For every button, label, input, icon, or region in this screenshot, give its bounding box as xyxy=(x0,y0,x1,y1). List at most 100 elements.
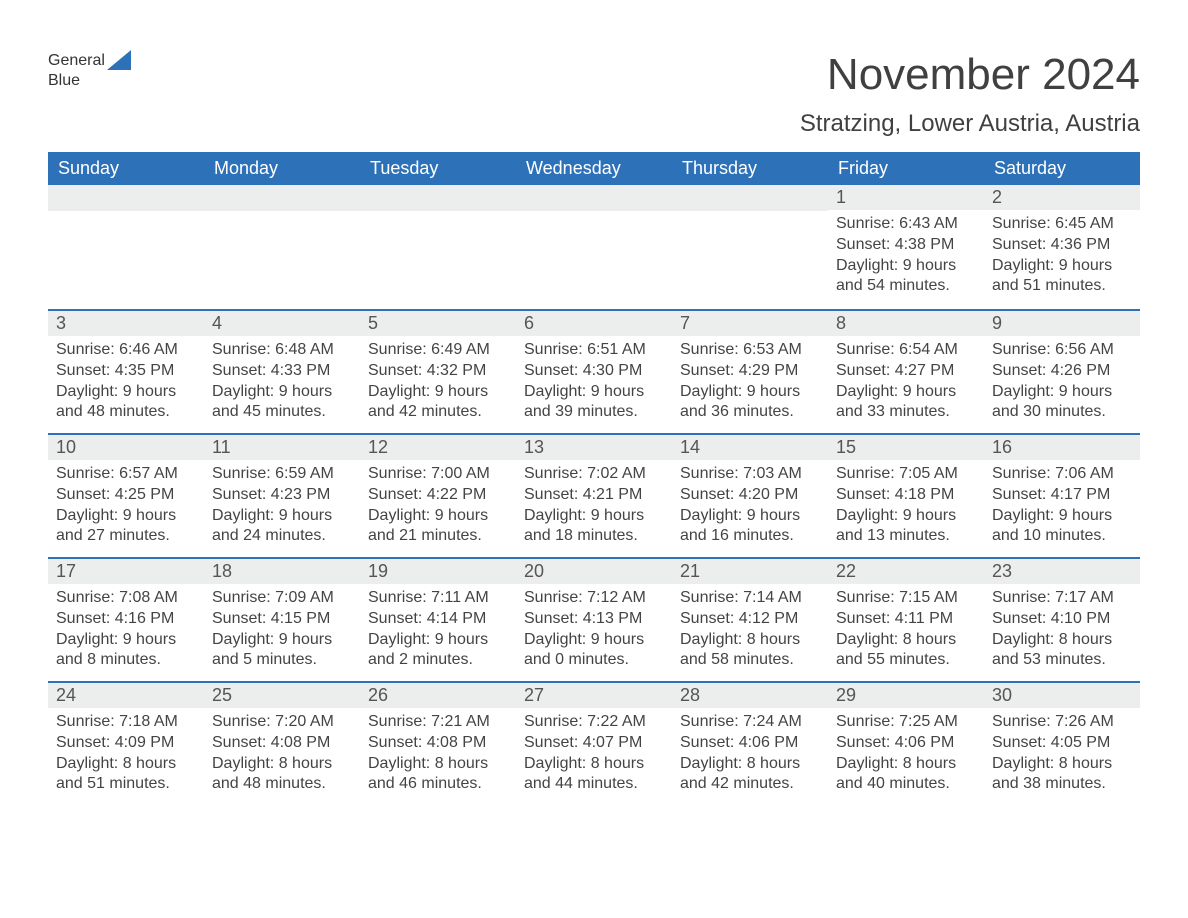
day-number: 4 xyxy=(204,309,360,336)
day-details: Sunrise: 7:24 AMSunset: 4:06 PMDaylight:… xyxy=(672,712,828,795)
day-detail-line: Daylight: 9 hours xyxy=(836,382,976,403)
day-cell: 28 Sunrise: 7:24 AMSunset: 4:06 PMDayligh… xyxy=(672,681,828,805)
day-detail-line: and 42 minutes. xyxy=(680,774,820,795)
day-detail-line: Sunrise: 7:25 AM xyxy=(836,712,976,733)
day-details: Sunrise: 7:21 AMSunset: 4:08 PMDaylight:… xyxy=(360,712,516,795)
day-detail-line: and 55 minutes. xyxy=(836,650,976,671)
day-detail-line: Sunrise: 7:02 AM xyxy=(524,464,664,485)
day-detail-line: Sunset: 4:32 PM xyxy=(368,361,508,382)
day-details: Sunrise: 7:05 AMSunset: 4:18 PMDaylight:… xyxy=(828,464,984,547)
day-cell: 3Sunrise: 6:46 AMSunset: 4:35 PMDaylight… xyxy=(48,309,204,433)
day-cell: 7Sunrise: 6:53 AMSunset: 4:29 PMDaylight… xyxy=(672,309,828,433)
day-cell xyxy=(204,185,360,309)
weekday-header: Wednesday xyxy=(516,152,672,185)
day-cell: 15 Sunrise: 7:05 AMSunset: 4:18 PMDayligh… xyxy=(828,433,984,557)
day-detail-line: Daylight: 9 hours xyxy=(212,506,352,527)
day-number: 12 xyxy=(360,433,516,460)
day-number: 15 xyxy=(828,433,984,460)
weekday-header: Friday xyxy=(828,152,984,185)
week-row: 10 Sunrise: 6:57 AMSunset: 4:25 PMDayligh… xyxy=(48,433,1140,557)
empty-day-bar xyxy=(516,185,672,211)
day-number: 10 xyxy=(48,433,204,460)
day-detail-line: Sunset: 4:14 PM xyxy=(368,609,508,630)
day-detail-line: Daylight: 9 hours xyxy=(836,506,976,527)
day-detail-line: Sunset: 4:23 PM xyxy=(212,485,352,506)
day-number: 11 xyxy=(204,433,360,460)
day-cell xyxy=(516,185,672,309)
day-details: Sunrise: 7:03 AMSunset: 4:20 PMDaylight:… xyxy=(672,464,828,547)
day-cell: 18Sunrise: 7:09 AMSunset: 4:15 PMDayligh… xyxy=(204,557,360,681)
day-details: Sunrise: 6:57 AMSunset: 4:25 PMDaylight:… xyxy=(48,464,204,547)
day-detail-line: Daylight: 9 hours xyxy=(992,256,1132,277)
day-cell: 25Sunrise: 7:20 AMSunset: 4:08 PMDayligh… xyxy=(204,681,360,805)
day-cell: 13Sunrise: 7:02 AMSunset: 4:21 PMDayligh… xyxy=(516,433,672,557)
day-details: Sunrise: 7:26 AMSunset: 4:05 PMDaylight:… xyxy=(984,712,1140,795)
day-detail-line: and 2 minutes. xyxy=(368,650,508,671)
day-detail-line: Sunrise: 7:21 AM xyxy=(368,712,508,733)
day-detail-line: Sunset: 4:16 PM xyxy=(56,609,196,630)
day-number: 17 xyxy=(48,557,204,584)
day-detail-line: Sunset: 4:29 PM xyxy=(680,361,820,382)
day-detail-line: Sunrise: 7:03 AM xyxy=(680,464,820,485)
day-detail-line: Sunrise: 7:08 AM xyxy=(56,588,196,609)
day-detail-line: Sunset: 4:18 PM xyxy=(836,485,976,506)
day-detail-line: Daylight: 8 hours xyxy=(992,630,1132,651)
day-details: Sunrise: 7:00 AMSunset: 4:22 PMDaylight:… xyxy=(360,464,516,547)
day-detail-line: Sunrise: 7:14 AM xyxy=(680,588,820,609)
day-cell: 10 Sunrise: 6:57 AMSunset: 4:25 PMDayligh… xyxy=(48,433,204,557)
empty-day-bar xyxy=(48,185,204,211)
weekday-header: Thursday xyxy=(672,152,828,185)
day-number: 26 xyxy=(360,681,516,708)
day-number: 28 xyxy=(672,681,828,708)
week-row: 1Sunrise: 6:43 AMSunset: 4:38 PMDaylight… xyxy=(48,185,1140,309)
day-detail-line: Sunset: 4:17 PM xyxy=(992,485,1132,506)
day-number: 8 xyxy=(828,309,984,336)
day-detail-line: Sunrise: 7:11 AM xyxy=(368,588,508,609)
day-detail-line: Sunrise: 7:12 AM xyxy=(524,588,664,609)
day-details: Sunrise: 7:20 AMSunset: 4:08 PMDaylight:… xyxy=(204,712,360,795)
day-details: Sunrise: 6:49 AMSunset: 4:32 PMDaylight:… xyxy=(360,340,516,423)
day-cell: 30Sunrise: 7:26 AMSunset: 4:05 PMDayligh… xyxy=(984,681,1140,805)
day-number: 19 xyxy=(360,557,516,584)
day-cell: 6Sunrise: 6:51 AMSunset: 4:30 PMDaylight… xyxy=(516,309,672,433)
week-row: 24Sunrise: 7:18 AMSunset: 4:09 PMDayligh… xyxy=(48,681,1140,805)
day-detail-line: Daylight: 8 hours xyxy=(56,754,196,775)
day-cell: 2Sunrise: 6:45 AMSunset: 4:36 PMDaylight… xyxy=(984,185,1140,309)
day-detail-line: and 39 minutes. xyxy=(524,402,664,423)
day-number: 24 xyxy=(48,681,204,708)
day-detail-line: Daylight: 9 hours xyxy=(212,382,352,403)
day-detail-line: Sunrise: 6:53 AM xyxy=(680,340,820,361)
day-detail-line: and 0 minutes. xyxy=(524,650,664,671)
day-cell: 29Sunrise: 7:25 AMSunset: 4:06 PMDayligh… xyxy=(828,681,984,805)
day-details: Sunrise: 7:15 AMSunset: 4:11 PMDaylight:… xyxy=(828,588,984,671)
day-detail-line: and 30 minutes. xyxy=(992,402,1132,423)
day-cell: 1Sunrise: 6:43 AMSunset: 4:38 PMDaylight… xyxy=(828,185,984,309)
day-detail-line: Sunset: 4:08 PM xyxy=(368,733,508,754)
weeks-container: 1Sunrise: 6:43 AMSunset: 4:38 PMDaylight… xyxy=(48,185,1140,805)
day-detail-line: Sunrise: 7:06 AM xyxy=(992,464,1132,485)
day-detail-line: Daylight: 9 hours xyxy=(56,506,196,527)
empty-day-bar xyxy=(204,185,360,211)
day-detail-line: Sunrise: 6:43 AM xyxy=(836,214,976,235)
day-cell: 21Sunrise: 7:14 AMSunset: 4:12 PMDayligh… xyxy=(672,557,828,681)
day-number: 29 xyxy=(828,681,984,708)
day-cell: 5Sunrise: 6:49 AMSunset: 4:32 PMDaylight… xyxy=(360,309,516,433)
day-detail-line: and 48 minutes. xyxy=(212,774,352,795)
day-number: 1 xyxy=(828,185,984,210)
day-detail-line: Daylight: 9 hours xyxy=(680,382,820,403)
week-row: 3Sunrise: 6:46 AMSunset: 4:35 PMDaylight… xyxy=(48,309,1140,433)
day-detail-line: Daylight: 8 hours xyxy=(992,754,1132,775)
day-detail-line: and 5 minutes. xyxy=(212,650,352,671)
day-details: Sunrise: 6:59 AMSunset: 4:23 PMDaylight:… xyxy=(204,464,360,547)
day-details: Sunrise: 7:11 AMSunset: 4:14 PMDaylight:… xyxy=(360,588,516,671)
day-number: 16 xyxy=(984,433,1140,460)
day-number: 23 xyxy=(984,557,1140,584)
day-detail-line: Sunset: 4:35 PM xyxy=(56,361,196,382)
day-detail-line: Daylight: 9 hours xyxy=(524,630,664,651)
day-detail-line: Sunset: 4:15 PM xyxy=(212,609,352,630)
day-cell: 17Sunrise: 7:08 AMSunset: 4:16 PMDayligh… xyxy=(48,557,204,681)
day-detail-line: and 53 minutes. xyxy=(992,650,1132,671)
brand-triangle-icon xyxy=(107,50,131,70)
month-title: November 2024 xyxy=(800,50,1140,100)
day-detail-line: Sunrise: 6:49 AM xyxy=(368,340,508,361)
